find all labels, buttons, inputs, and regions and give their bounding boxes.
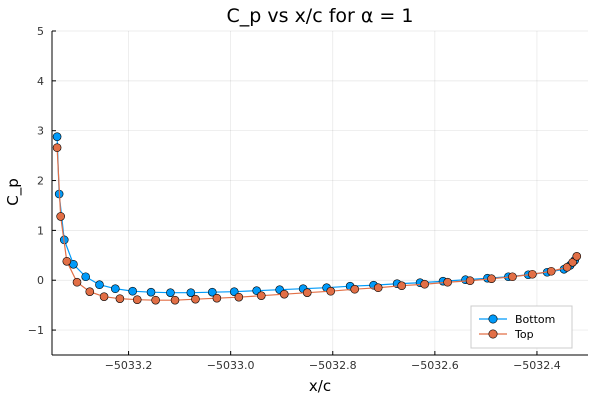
data-point-top [562,262,572,272]
data-point-top [151,295,160,305]
x-tick-label: −5033.0 [207,359,255,372]
data-point-top [234,292,244,302]
data-point-top [170,295,180,305]
y-tick-label: 2 [37,175,44,188]
data-point-top [397,281,406,291]
y-tick-label: 5 [37,25,44,38]
y-tick-label: 0 [37,274,44,287]
data-point-bottom [166,288,175,297]
data-point-top [279,289,289,299]
y-tick-label: 3 [37,125,44,138]
legend: Bottom Top [470,305,573,349]
data-point-bottom [186,288,196,297]
data-point-top [85,287,95,296]
data-point-top [302,288,312,297]
x-tick-label: −5032.4 [513,359,561,372]
data-point-top [256,291,266,300]
data-point-top [212,293,222,303]
data-point-top [62,256,72,266]
data-point-top [99,292,109,301]
data-point-top [420,279,429,289]
data-point-bottom [207,287,217,297]
y-tick-label: 1 [37,224,44,237]
tick-labels: −5033.2 −5033.0 −5032.8 −5032.6 −5032.4 −1 0 1 2… [28,25,561,372]
legend-label-bottom: Bottom [515,313,555,326]
data-point-top [373,283,383,293]
data-point-top [572,252,582,261]
data-point-top [508,272,517,282]
x-tick-label: −5032.6 [411,359,459,372]
legend-box [470,305,573,349]
data-point-top [568,257,577,267]
data-point-top [546,266,556,276]
series-top [52,143,582,305]
legend-marker-bottom [488,314,498,324]
data-point-bottom [110,284,120,294]
data-point-top [487,274,496,284]
x-tick-label: −5033.2 [105,359,153,372]
data-point-top [465,276,475,286]
data-point-bottom [52,132,62,141]
data-point-bottom [95,280,104,290]
y-tick-label: 4 [37,75,44,88]
x-axis-label: x/c [309,377,331,395]
data-point-top [326,286,336,296]
data-point-top [72,277,82,287]
data-point-bottom [81,272,90,282]
y-tick-label: −1 [28,324,44,337]
data-point-bottom [229,287,239,296]
data-point-top [350,284,360,294]
grid [52,30,588,355]
chart-title: C_p vs x/c for α = 1 [227,5,414,27]
data-point-bottom [146,287,156,297]
data-point-top [528,269,537,279]
legend-marker-top [488,329,498,339]
data-point-top [443,277,452,287]
data-point-top [52,143,62,152]
y-axis-label: C_p [4,178,23,206]
data-point-bottom [128,286,137,296]
series-layer [52,132,582,305]
x-tick-label: −5032.8 [309,359,357,372]
axes [51,30,588,356]
data-point-top [115,294,125,303]
data-point-top [191,294,200,304]
data-point-top [56,212,65,221]
legend-label-top: Top [514,328,534,341]
data-point-top [132,295,142,304]
